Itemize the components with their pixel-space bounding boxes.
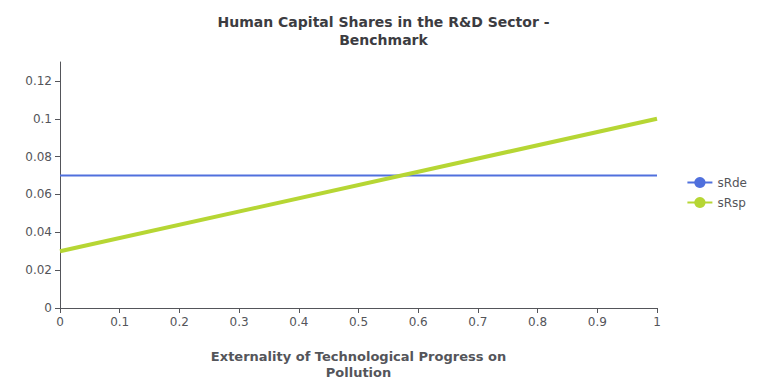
svg-text:0.8: 0.8: [528, 315, 547, 329]
svg-text:Externality of Technological P: Externality of Technological Progress on: [211, 349, 506, 364]
svg-text:0.3: 0.3: [230, 315, 249, 329]
svg-text:0.02: 0.02: [25, 263, 52, 277]
svg-text:0.9: 0.9: [588, 315, 607, 329]
svg-text:0: 0: [56, 315, 64, 329]
svg-text:0: 0: [44, 301, 52, 315]
svg-text:sRde: sRde: [717, 176, 747, 190]
svg-text:0.12: 0.12: [25, 74, 52, 88]
svg-text:Benchmark: Benchmark: [339, 32, 428, 48]
svg-text:0.6: 0.6: [409, 315, 428, 329]
svg-text:0.08: 0.08: [25, 150, 52, 164]
svg-text:0.2: 0.2: [170, 315, 189, 329]
svg-text:0.4: 0.4: [289, 315, 308, 329]
svg-text:0.1: 0.1: [33, 112, 52, 126]
svg-text:1: 1: [653, 315, 661, 329]
svg-text:0.5: 0.5: [349, 315, 368, 329]
svg-text:0.04: 0.04: [25, 225, 52, 239]
svg-text:Pollution: Pollution: [326, 365, 391, 380]
svg-text:sRsp: sRsp: [717, 196, 745, 210]
svg-text:0.7: 0.7: [468, 315, 487, 329]
svg-text:Human Capital Shares in the R&: Human Capital Shares in the R&D Sector -: [218, 14, 550, 30]
svg-text:0.1: 0.1: [110, 315, 129, 329]
svg-text:0.06: 0.06: [25, 187, 52, 201]
